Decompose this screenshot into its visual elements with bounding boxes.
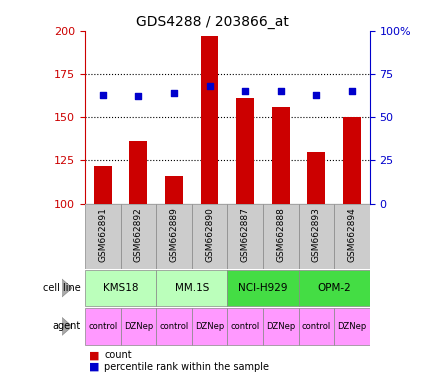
Point — [135, 93, 142, 99]
Text: percentile rank within the sample: percentile rank within the sample — [104, 362, 269, 372]
Text: NCI-H929: NCI-H929 — [238, 283, 288, 293]
Bar — [343, 117, 361, 204]
Text: GSM662891: GSM662891 — [98, 207, 107, 262]
Polygon shape — [62, 279, 72, 297]
Text: OPM-2: OPM-2 — [317, 283, 351, 293]
Point — [313, 91, 320, 98]
Text: control: control — [159, 322, 189, 331]
Text: count: count — [104, 350, 132, 360]
Text: MM.1S: MM.1S — [175, 283, 209, 293]
Bar — [130, 141, 147, 204]
Text: GSM662887: GSM662887 — [241, 207, 249, 262]
Point — [170, 90, 177, 96]
Bar — [165, 176, 183, 204]
Bar — [334, 308, 370, 345]
Text: GDS4288 / 203866_at: GDS4288 / 203866_at — [136, 15, 289, 29]
Text: GSM662894: GSM662894 — [348, 207, 357, 262]
Text: GSM662889: GSM662889 — [170, 207, 178, 262]
Bar — [192, 204, 227, 269]
Point — [242, 88, 249, 94]
Text: GSM662892: GSM662892 — [134, 207, 143, 262]
Bar — [227, 270, 298, 306]
Bar — [201, 36, 218, 204]
Text: ■: ■ — [89, 362, 100, 372]
Bar — [298, 308, 334, 345]
Bar — [334, 204, 370, 269]
Bar — [94, 166, 112, 204]
Text: agent: agent — [53, 321, 81, 331]
Bar — [85, 308, 121, 345]
Bar — [156, 204, 192, 269]
Text: GSM662888: GSM662888 — [276, 207, 285, 262]
Polygon shape — [62, 317, 72, 336]
Bar — [272, 107, 290, 204]
Text: ■: ■ — [89, 350, 100, 360]
Bar — [263, 308, 298, 345]
Bar — [192, 308, 227, 345]
Text: cell line: cell line — [43, 283, 81, 293]
Text: control: control — [302, 322, 331, 331]
Bar — [85, 270, 156, 306]
Bar — [227, 308, 263, 345]
Text: DZNep: DZNep — [266, 322, 295, 331]
Bar — [156, 270, 227, 306]
Text: GSM662890: GSM662890 — [205, 207, 214, 262]
Text: control: control — [230, 322, 260, 331]
Text: GSM662893: GSM662893 — [312, 207, 321, 262]
Text: KMS18: KMS18 — [103, 283, 139, 293]
Bar — [298, 270, 370, 306]
Bar — [307, 152, 325, 204]
Bar — [298, 204, 334, 269]
Text: DZNep: DZNep — [124, 322, 153, 331]
Bar — [263, 204, 298, 269]
Bar — [156, 308, 192, 345]
Bar — [121, 204, 156, 269]
Point — [99, 91, 106, 98]
Point — [348, 88, 355, 94]
Text: control: control — [88, 322, 117, 331]
Point — [278, 88, 284, 94]
Text: DZNep: DZNep — [195, 322, 224, 331]
Bar — [121, 308, 156, 345]
Text: DZNep: DZNep — [337, 322, 367, 331]
Bar — [227, 204, 263, 269]
Bar — [85, 204, 121, 269]
Bar — [236, 98, 254, 204]
Point — [206, 83, 213, 89]
